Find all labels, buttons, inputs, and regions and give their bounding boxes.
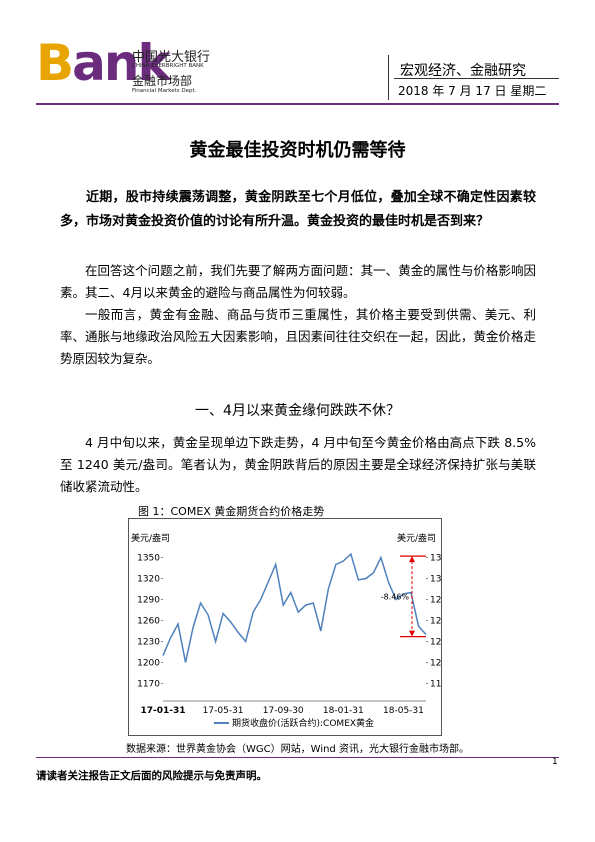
y-tick-label: 1290 [137, 596, 160, 606]
x-tick-label: 17-05-31 [203, 706, 244, 716]
header-rule [394, 78, 559, 79]
logo-b: B [36, 34, 74, 92]
y2-tick-label: 1170 [430, 680, 442, 690]
y-tick-label: 1260 [137, 617, 160, 627]
y2-tick-label: 1350 [430, 554, 442, 564]
x-tick-label: 18-01-31 [323, 706, 364, 716]
x-tick-label: 18-05-31 [383, 706, 424, 716]
figure-caption: 图 1：COMEX 黄金期货合约价格走势 [138, 505, 325, 518]
dept-cn: 金融市场部 [132, 74, 193, 88]
y2-tick-label: 1260 [430, 617, 442, 627]
paragraph: 在回答这个问题之前，我们先要了解两方面问题：其一、黄金的属性与价格影响因素。其二… [60, 263, 536, 300]
bank-cn: 中国光大银行 [132, 50, 211, 65]
y2-tick-label: 1290 [430, 596, 442, 606]
logo-rest: ank [72, 34, 171, 92]
bank-en: CHINA EVERBRIGHT BANK [132, 63, 204, 69]
y2-tick-label: 1320 [430, 575, 442, 585]
y-tick-label: 1200 [137, 659, 160, 669]
y2-tick-label: 1230 [430, 638, 442, 648]
y2-axis-label: 美元/盎司 [397, 532, 436, 544]
arrow-head [409, 556, 415, 563]
paragraph: 4 月中旬以来，黄金呈现单边下跌走势，4 月中旬至今黄金价格由高点下跌 8.5%… [60, 435, 536, 494]
y-axis-label: 美元/盎司 [131, 532, 170, 544]
y-tick-label: 1320 [137, 575, 160, 585]
logo: Bank [36, 38, 171, 88]
date: 2018 年 7 月 17 日 星期二 [398, 84, 547, 98]
paragraph: 一般而言，黄金有金融、商品与货币三重属性，其价格主要受到供需、美元、利率、通胀与… [60, 307, 536, 366]
dept-en: Financial Markets Dept. [132, 88, 197, 94]
chart: 美元/盎司 美元/盎司 1170 1200 1230 1260 1290 1320 1350 11… [128, 518, 442, 736]
y-tick-label: 1170 [137, 680, 160, 690]
y-tick-label: 1350 [137, 554, 160, 564]
legend-label: 期货收盘价(活跃合约):COMEX黄金 [232, 717, 374, 729]
x-tick-label: 17-01-31 [140, 706, 185, 716]
report-type: 宏观经济、金融研究 [400, 63, 526, 79]
footer-line [36, 757, 559, 758]
header-line [36, 103, 559, 105]
annotation: -8.46% [381, 592, 410, 601]
lead: 近期，股市持续震荡调整，黄金阴跌至七个月低位，叠加全球不确定性因素较多，市场对黄… [60, 190, 536, 229]
doc-title: 黄金最佳投资时机仍需等待 [189, 140, 406, 161]
source: 数据来源：世界黄金协会（WGC）网站，Wind 资讯，光大银行金融市场部。 [126, 744, 469, 755]
disclaimer: 请读者关注报告正文后面的风险提示与免责声明。 [36, 770, 267, 782]
y2-tick-label: 1200 [430, 659, 442, 669]
y-tick-label: 1230 [137, 638, 160, 648]
x-tick-label: 17-09-30 [263, 706, 304, 716]
arrow-head [409, 630, 415, 637]
page-number: 1 [552, 757, 558, 767]
header-divider [388, 55, 389, 100]
section-heading: 一、4月以来黄金缘何跌跌不休？ [195, 403, 400, 419]
line [162, 552, 427, 663]
